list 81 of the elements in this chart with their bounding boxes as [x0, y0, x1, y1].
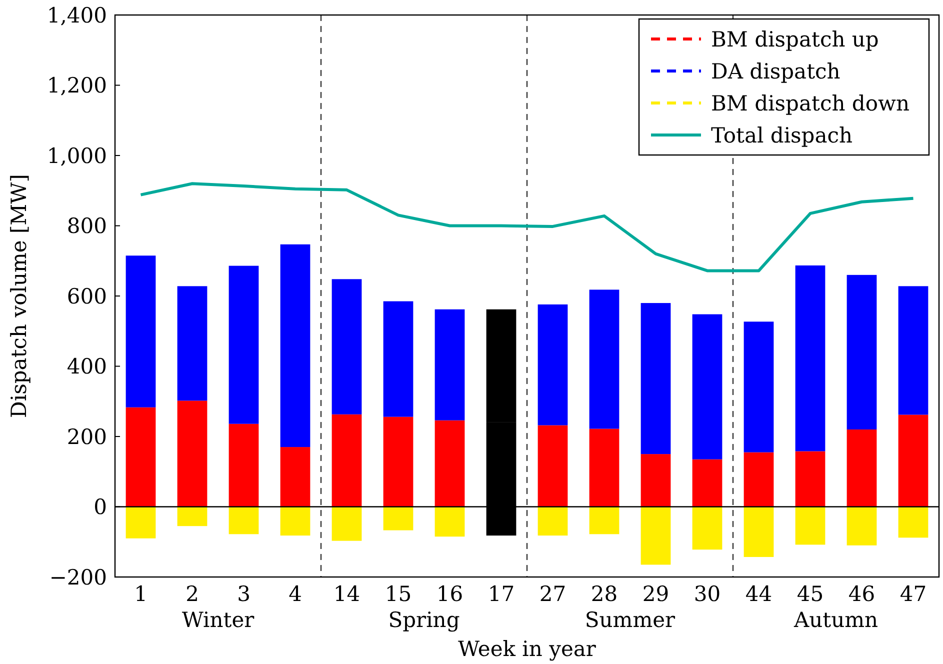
- bar: [383, 506, 414, 530]
- x-tick-label: 47: [900, 582, 927, 606]
- bar: [795, 451, 826, 507]
- bar: [126, 256, 156, 408]
- x-tick-label: 29: [642, 582, 670, 606]
- line-series: [139, 182, 915, 272]
- bar: [898, 286, 928, 415]
- bar: [795, 506, 826, 545]
- bar: [383, 301, 414, 417]
- bar: [640, 506, 671, 565]
- bar: [177, 286, 208, 401]
- x-tick-label: 1: [134, 582, 148, 606]
- bar: [332, 506, 362, 541]
- bar: [538, 304, 568, 426]
- bar: [177, 506, 208, 526]
- bar: [846, 506, 877, 546]
- x-tick-label: 30: [694, 582, 721, 606]
- legend-label: BM dispatch up: [711, 27, 879, 52]
- y-tick-label: 1,000: [46, 144, 107, 168]
- bar: [280, 447, 310, 507]
- bar: [177, 400, 208, 507]
- y-axis-title: Dispatch volume [MW]: [7, 174, 31, 418]
- bar: [640, 454, 671, 507]
- legend-label: BM dispatch down: [711, 91, 910, 116]
- bar: [846, 274, 877, 430]
- bar: [126, 506, 156, 538]
- bar: [280, 244, 310, 448]
- y-tick-label: 400: [66, 354, 107, 379]
- text: Spring: [388, 608, 460, 632]
- bar: [332, 414, 362, 507]
- bar: [434, 420, 465, 507]
- x-tick-label: 46: [848, 582, 876, 606]
- x-tick-label: 27: [539, 582, 566, 606]
- y-tick-label: 1,400: [46, 3, 107, 28]
- bar: [383, 416, 414, 507]
- x-tick-label: 28: [590, 582, 618, 606]
- text: Summer: [584, 608, 676, 632]
- y-tick-label: 0: [94, 495, 107, 520]
- bar: [126, 407, 156, 507]
- bar: [280, 506, 310, 536]
- bar: [846, 429, 877, 507]
- x-tick-label: 3: [237, 582, 250, 606]
- x-tick-label: 16: [436, 582, 464, 606]
- y-tick-label: −200: [49, 565, 107, 590]
- text: Winter: [182, 608, 256, 632]
- x-tick-label: 4: [288, 582, 302, 606]
- bar: [228, 266, 259, 424]
- bar: [795, 265, 826, 452]
- x-tick-label: 15: [384, 582, 412, 606]
- bar: [589, 290, 620, 429]
- bar: [692, 506, 722, 550]
- x-tick-label: 17: [488, 582, 515, 606]
- y-tick-label: 800: [66, 214, 107, 238]
- bar: [228, 506, 259, 534]
- x-tick-label: 14: [333, 582, 360, 606]
- legend-label: Total dispach: [711, 123, 853, 148]
- x-tick-label: 44: [745, 582, 772, 606]
- legend-label: DA dispatch: [711, 59, 840, 84]
- bar: [898, 414, 928, 507]
- bar: [589, 506, 620, 534]
- bar: [692, 459, 722, 507]
- bar: [692, 314, 722, 460]
- bar: [538, 425, 568, 507]
- x-tick-label: 45: [796, 582, 824, 606]
- x-tick-label: 2: [186, 582, 199, 606]
- y-tick-label: 1,200: [46, 74, 107, 98]
- bar: [898, 506, 928, 538]
- bar: [538, 506, 568, 536]
- bar: [744, 322, 774, 452]
- y-tick-label: 600: [66, 284, 107, 308]
- bar: [744, 506, 774, 557]
- bar: [228, 424, 259, 507]
- bar: [744, 452, 774, 507]
- y-tick-label: 200: [66, 424, 107, 449]
- bar: [640, 303, 671, 454]
- text: Autumn: [792, 608, 878, 632]
- bar: [589, 428, 620, 507]
- bar: [434, 506, 465, 537]
- bar: [332, 279, 362, 414]
- x-axis-title: Week in year: [458, 637, 597, 661]
- bar: [434, 309, 465, 420]
